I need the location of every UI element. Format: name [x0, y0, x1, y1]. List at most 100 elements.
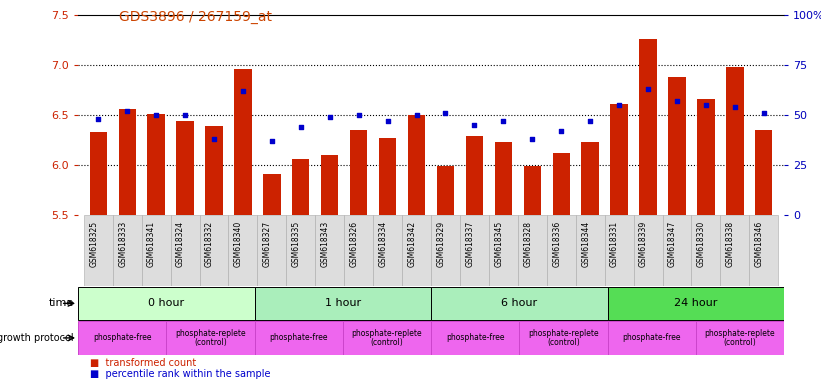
Bar: [255, 321, 343, 354]
Bar: [166, 321, 255, 354]
Point: [236, 88, 250, 94]
Point: [352, 112, 365, 118]
Text: GSM618332: GSM618332: [205, 221, 214, 267]
Bar: [668, 77, 686, 384]
Bar: [437, 166, 454, 384]
Text: GSM618339: GSM618339: [639, 221, 648, 267]
Bar: [466, 136, 483, 384]
Point: [671, 98, 684, 104]
Text: ■  transformed count: ■ transformed count: [90, 358, 196, 368]
Text: ■  percentile rank within the sample: ■ percentile rank within the sample: [90, 369, 271, 379]
Bar: [344, 215, 374, 286]
Bar: [142, 215, 171, 286]
Text: 6 hour: 6 hour: [501, 298, 538, 308]
Bar: [581, 142, 599, 384]
Bar: [255, 287, 431, 320]
Text: GSM618337: GSM618337: [466, 221, 475, 267]
Bar: [264, 174, 281, 384]
Point: [525, 136, 539, 142]
Bar: [460, 215, 488, 286]
Text: GSM618341: GSM618341: [147, 221, 156, 267]
Text: phosphate-free: phosphate-free: [269, 333, 328, 343]
Bar: [608, 321, 696, 354]
Bar: [576, 215, 604, 286]
Text: GSM618330: GSM618330: [697, 221, 706, 267]
Point: [323, 114, 337, 120]
Bar: [287, 215, 315, 286]
Text: phosphate-free: phosphate-free: [93, 333, 151, 343]
Bar: [720, 215, 750, 286]
Bar: [148, 114, 165, 384]
Bar: [691, 215, 720, 286]
Bar: [695, 321, 784, 354]
Text: GSM618329: GSM618329: [437, 221, 446, 267]
Bar: [697, 99, 714, 384]
Text: GSM618336: GSM618336: [553, 221, 562, 267]
Bar: [374, 215, 402, 286]
Bar: [205, 126, 222, 384]
Text: GSM618345: GSM618345: [494, 221, 503, 267]
Text: phosphate-free: phosphate-free: [446, 333, 504, 343]
Bar: [431, 215, 460, 286]
Text: GSM618325: GSM618325: [89, 221, 99, 267]
Point: [468, 122, 481, 128]
Bar: [258, 215, 287, 286]
Text: GSM618324: GSM618324: [176, 221, 185, 267]
Point: [497, 118, 510, 124]
Bar: [350, 130, 367, 384]
Text: GSM618335: GSM618335: [291, 221, 300, 267]
Point: [641, 86, 654, 92]
Bar: [112, 215, 142, 286]
Text: GSM618331: GSM618331: [610, 221, 619, 267]
Text: 24 hour: 24 hour: [674, 298, 718, 308]
Text: growth protocol: growth protocol: [0, 333, 74, 343]
Bar: [321, 155, 338, 384]
Point: [757, 110, 770, 116]
Text: GSM618343: GSM618343: [321, 221, 330, 267]
Bar: [379, 138, 397, 384]
Point: [728, 104, 741, 110]
Bar: [553, 153, 570, 384]
Point: [381, 118, 394, 124]
Point: [294, 124, 307, 130]
Point: [584, 118, 597, 124]
Bar: [315, 215, 344, 286]
Bar: [431, 287, 608, 320]
Bar: [118, 109, 135, 384]
Text: GSM618326: GSM618326: [350, 221, 359, 267]
Point: [121, 108, 134, 114]
Text: GSM618328: GSM618328: [523, 221, 532, 267]
Point: [208, 136, 221, 142]
Bar: [495, 142, 512, 384]
Point: [555, 128, 568, 134]
Bar: [634, 215, 663, 286]
Bar: [84, 215, 112, 286]
Text: GSM618342: GSM618342: [407, 221, 416, 267]
Text: GSM618344: GSM618344: [581, 221, 590, 267]
Text: 0 hour: 0 hour: [148, 298, 185, 308]
Point: [149, 112, 163, 118]
Bar: [431, 321, 519, 354]
Point: [92, 116, 105, 122]
Bar: [608, 287, 784, 320]
Bar: [727, 67, 744, 384]
Bar: [78, 321, 166, 354]
Text: GDS3896 / 267159_at: GDS3896 / 267159_at: [119, 10, 272, 23]
Point: [410, 112, 423, 118]
Point: [178, 112, 191, 118]
Bar: [524, 166, 541, 384]
Bar: [755, 130, 773, 384]
Point: [612, 102, 626, 108]
Bar: [518, 215, 547, 286]
Bar: [408, 115, 425, 384]
Bar: [234, 69, 251, 384]
Text: phosphate-replete
(control): phosphate-replete (control): [351, 329, 422, 347]
Bar: [604, 215, 634, 286]
Point: [439, 110, 452, 116]
Text: GSM618334: GSM618334: [378, 221, 388, 267]
Bar: [663, 215, 691, 286]
Point: [265, 138, 278, 144]
Text: GSM618346: GSM618346: [754, 221, 764, 267]
Text: GSM618327: GSM618327: [263, 221, 272, 267]
Bar: [228, 215, 258, 286]
